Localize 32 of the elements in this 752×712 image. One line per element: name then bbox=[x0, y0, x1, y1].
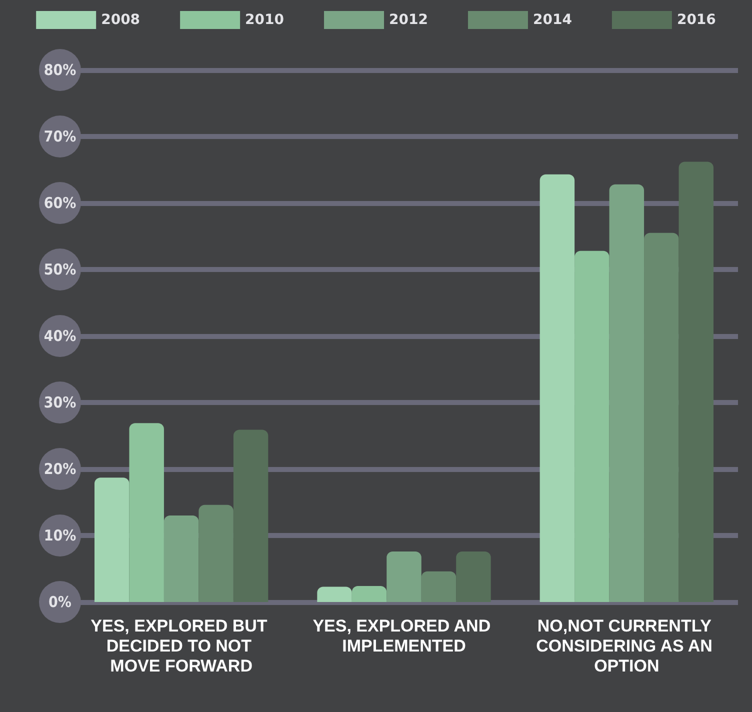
y-tick-label: 70% bbox=[44, 128, 77, 146]
y-tick-label: 50% bbox=[44, 260, 77, 278]
y-tick-label: 10% bbox=[44, 526, 77, 544]
bar bbox=[540, 174, 575, 602]
bar bbox=[352, 586, 387, 602]
bar bbox=[164, 516, 199, 602]
bar bbox=[129, 423, 164, 602]
x-tick-label: YES, EXPLORED AND IMPLEMENTED bbox=[312, 616, 496, 656]
y-tick-label: 40% bbox=[44, 327, 77, 345]
y-tick-label: 80% bbox=[44, 61, 77, 79]
bar bbox=[386, 551, 422, 602]
bar bbox=[456, 551, 491, 602]
x-tick-label: YES, EXPLORED BUT DECIDED TO NOT MOVE FORWARD bbox=[90, 616, 272, 676]
bar bbox=[678, 162, 714, 602]
bar bbox=[233, 430, 268, 602]
bar bbox=[94, 478, 130, 602]
y-tick-label: 0% bbox=[48, 593, 72, 611]
bar bbox=[198, 504, 234, 602]
bar bbox=[574, 250, 610, 602]
x-tick-label: NO,NOT CURRENTLY CONSIDERING AS AN OPTION bbox=[536, 616, 718, 676]
bar bbox=[421, 571, 456, 602]
y-tick-label: 60% bbox=[44, 194, 77, 212]
legend-label: 2012 bbox=[389, 12, 428, 28]
y-tick-label: 30% bbox=[44, 394, 77, 412]
bar bbox=[317, 586, 352, 602]
bar bbox=[644, 232, 679, 602]
y-tick-label: 20% bbox=[44, 460, 77, 478]
bar bbox=[609, 184, 644, 602]
legend-label: 2014 bbox=[532, 12, 572, 28]
legend-label: 2016 bbox=[676, 12, 716, 28]
legend-label: 2010 bbox=[245, 12, 284, 28]
legend-label: 2008 bbox=[101, 12, 140, 28]
